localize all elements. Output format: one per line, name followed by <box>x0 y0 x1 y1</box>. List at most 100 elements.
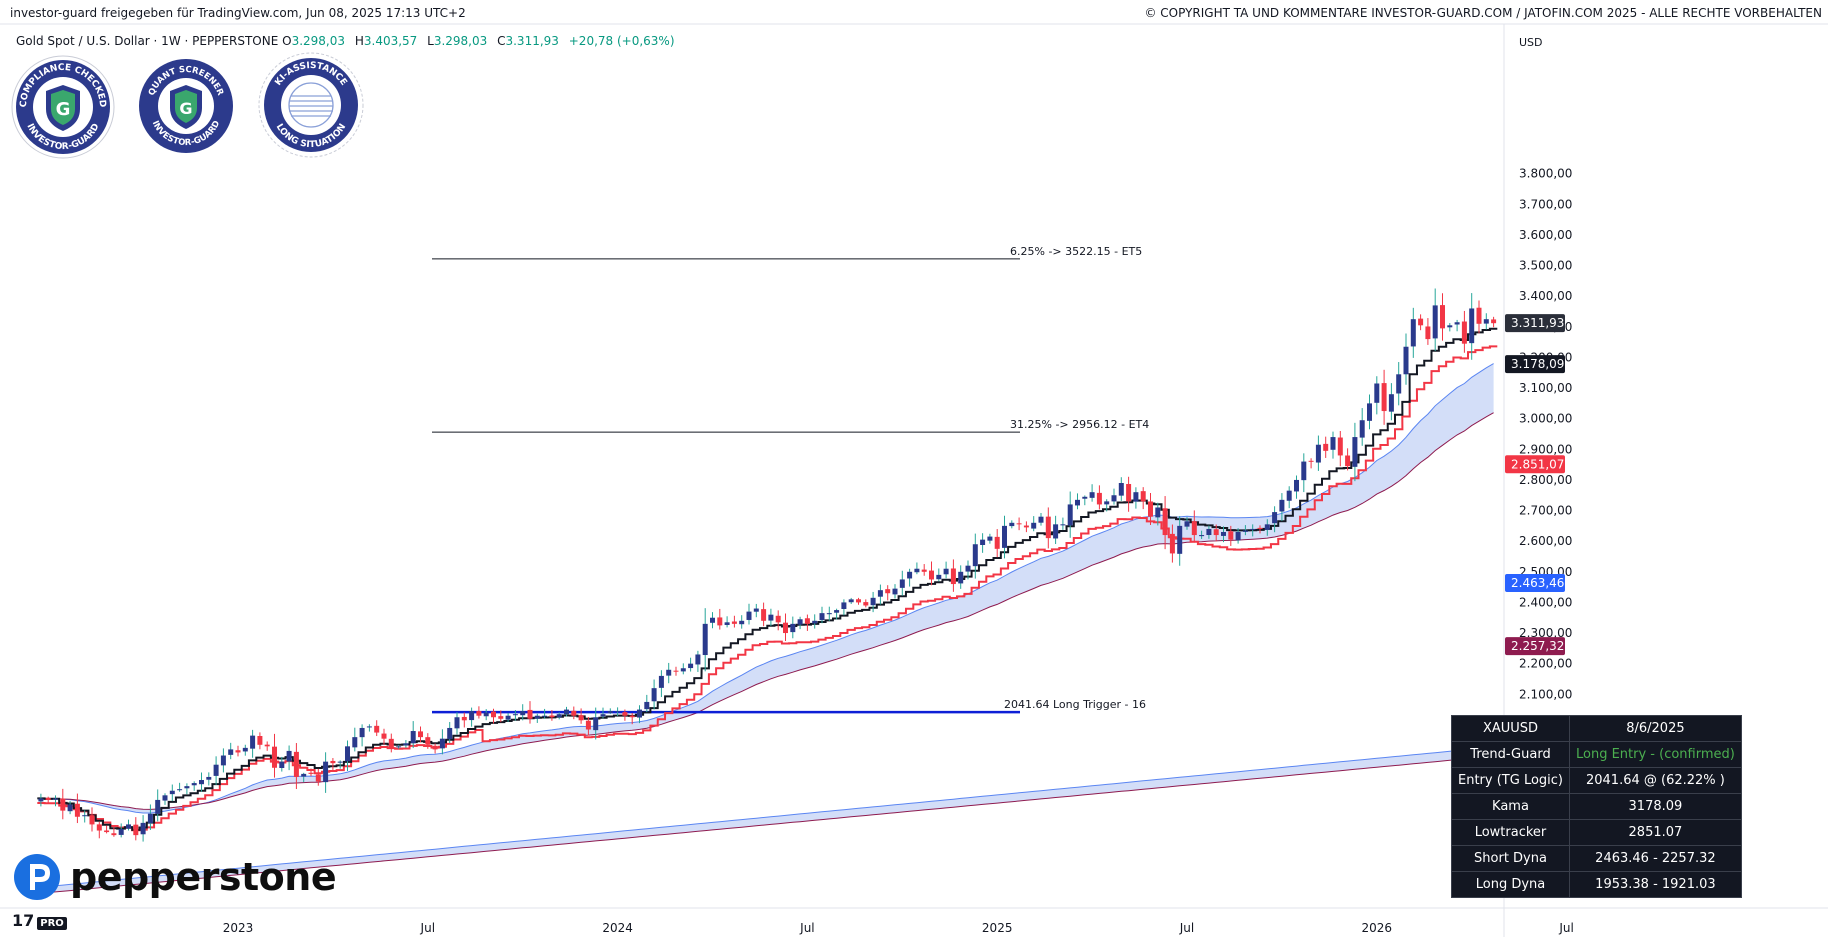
candle-body <box>483 712 489 717</box>
candle-body <box>388 738 394 748</box>
candle-body <box>1023 525 1029 528</box>
candle-body <box>111 833 117 836</box>
high-label: H <box>354 34 364 48</box>
candle-body <box>1381 383 1387 412</box>
candle-body <box>96 824 102 831</box>
y-tick-label: 2.600,00 <box>1519 534 1572 548</box>
table-row: Short Dyna 2463.46 - 2257.32 <box>1451 845 1742 872</box>
candle-body <box>476 711 482 716</box>
candle-body <box>323 761 329 783</box>
candle-body <box>469 711 475 721</box>
candle-body <box>1374 383 1380 403</box>
candle-body <box>1096 492 1102 505</box>
candle-body <box>1250 528 1256 530</box>
y-tick-label: 3.500,00 <box>1519 259 1572 273</box>
candle-body <box>1264 524 1270 530</box>
candle-body <box>1140 491 1146 502</box>
candle-body <box>1294 479 1299 492</box>
candle-body <box>1221 531 1226 536</box>
candle-body <box>82 815 88 817</box>
row-value: 3178.09 <box>1569 793 1742 820</box>
candle-body <box>74 803 80 817</box>
candle-body <box>600 714 606 717</box>
candle-body <box>812 620 818 624</box>
y-tick-label: 3.800,00 <box>1519 167 1572 181</box>
table-row: Trend-Guard Long Entry - (confirmed) <box>1451 741 1742 768</box>
candle-body <box>936 574 942 580</box>
candle-body <box>1199 535 1205 537</box>
row-value: 2463.46 - 2257.32 <box>1569 845 1742 872</box>
x-tick-label: 2025 <box>982 921 1013 935</box>
candle-body <box>53 798 58 800</box>
candle-body <box>746 611 752 620</box>
candle-body <box>1469 308 1475 344</box>
y-tick-label: 3.400,00 <box>1519 289 1572 303</box>
candle-body <box>1367 403 1372 421</box>
candle-body <box>534 715 540 719</box>
candle-body <box>666 669 672 676</box>
candle-body <box>753 608 759 612</box>
symbol-legend[interactable]: Gold Spot / U.S. Dollar · 1W · PEPPERSTO… <box>16 34 681 48</box>
candle-body <box>1315 444 1321 463</box>
candle-body <box>447 727 453 740</box>
candle-body <box>1038 516 1044 523</box>
candle-body <box>38 798 44 802</box>
candle-body <box>717 617 723 626</box>
candle-body <box>615 711 621 713</box>
candle-body <box>1257 527 1263 529</box>
candle-body <box>1126 483 1132 502</box>
candle-body <box>680 668 686 672</box>
short-dyna-lower-line <box>40 412 1494 810</box>
candle-body <box>250 735 256 749</box>
x-tick-label: Jul <box>420 921 435 935</box>
candle-body <box>1345 455 1351 467</box>
candle-body <box>228 749 234 755</box>
price-label: 3.178,09 <box>1511 357 1564 371</box>
candle-body <box>1461 321 1467 344</box>
candle-body <box>491 711 496 718</box>
compliance-checked-badge: COMPLIANCE CHECKED INVESTOR-GUARD G <box>10 54 116 160</box>
candle-body <box>768 614 774 621</box>
candle-body <box>461 716 467 721</box>
candle-body <box>177 789 183 791</box>
candle-body <box>352 737 358 748</box>
candle-body <box>651 688 657 702</box>
trend-guard-table: XAUUSD 8/6/2025 Trend-Guard Long Entry - (… <box>1451 715 1742 898</box>
row-key: Entry (TG Logic) <box>1451 767 1570 794</box>
tradingview-logo[interactable]: 17 PRO <box>12 911 67 930</box>
candle-body <box>1155 507 1161 518</box>
candle-body <box>1162 508 1168 536</box>
candle-body <box>374 725 380 733</box>
candle-body <box>958 571 964 584</box>
candle-body <box>235 750 241 753</box>
candle-body <box>950 568 956 585</box>
price-label: 3.311,93 <box>1511 316 1564 330</box>
row-key: Trend-Guard <box>1451 741 1570 768</box>
candle-body <box>1191 521 1197 536</box>
time-axis[interactable]: 2023 Jul 2024 Jul 2025 Jul 2026 Jul <box>0 907 1828 935</box>
row-value: 8/6/2025 <box>1569 715 1742 742</box>
y-tick-label: 2.800,00 <box>1519 473 1572 487</box>
candle-body <box>1476 307 1482 324</box>
row-value: Long Entry - (confirmed) <box>1569 741 1742 768</box>
row-key: Short Dyna <box>1451 845 1570 872</box>
open-value: 3.298,03 <box>291 34 346 48</box>
low-label: L <box>427 34 434 48</box>
candle-body <box>206 776 212 780</box>
candle-body <box>1089 492 1095 498</box>
candle-body <box>578 715 584 721</box>
price-label-bg <box>1505 637 1565 656</box>
change-value: +20,78 (+0,63%) <box>568 34 675 48</box>
candle-body <box>1053 524 1059 539</box>
candle-body <box>410 731 416 744</box>
candle-body <box>1272 512 1278 524</box>
candle-body <box>542 715 548 717</box>
candle-body <box>1104 501 1110 505</box>
candle-body <box>826 613 832 615</box>
candle-body <box>345 746 350 762</box>
x-tick-label: Jul <box>1179 921 1194 935</box>
pepperstone-icon <box>14 854 60 900</box>
candle-body <box>658 675 664 688</box>
candle-body <box>257 735 263 745</box>
